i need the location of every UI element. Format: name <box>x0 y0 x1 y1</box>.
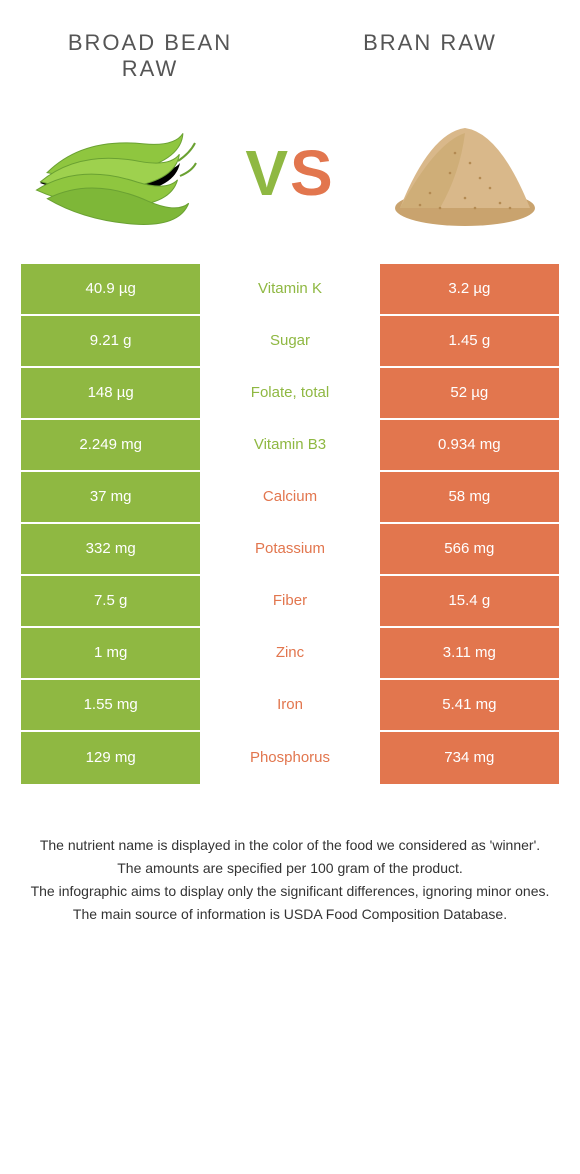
nutrient-table: 40.9 µgVitamin K3.2 µg9.21 gSugar1.45 g1… <box>20 263 560 785</box>
nutrient-label: Fiber <box>200 576 379 626</box>
bran-icon <box>380 113 550 233</box>
left-value: 332 mg <box>21 524 200 574</box>
left-value: 1.55 mg <box>21 680 200 730</box>
right-value: 0.934 mg <box>380 420 559 470</box>
nutrient-label: Iron <box>200 680 379 730</box>
right-value: 3.11 mg <box>380 628 559 678</box>
nutrient-label: Folate, total <box>200 368 379 418</box>
left-value: 9.21 g <box>21 316 200 366</box>
right-value: 15.4 g <box>380 576 559 626</box>
table-row: 2.249 mgVitamin B30.934 mg <box>21 420 559 472</box>
left-value: 1 mg <box>21 628 200 678</box>
left-value: 37 mg <box>21 472 200 522</box>
right-food-title: BRAN RAW <box>340 30 520 83</box>
footer-line-1: The nutrient name is displayed in the co… <box>30 835 550 856</box>
right-value: 3.2 µg <box>380 264 559 314</box>
broad-bean-icon <box>30 113 200 233</box>
footer-notes: The nutrient name is displayed in the co… <box>0 785 580 925</box>
table-row: 148 µgFolate, total52 µg <box>21 368 559 420</box>
nutrient-label: Potassium <box>200 524 379 574</box>
header: BROAD BEAN RAW BRAN RAW <box>0 0 580 93</box>
table-row: 129 mgPhosphorus734 mg <box>21 732 559 784</box>
table-row: 332 mgPotassium566 mg <box>21 524 559 576</box>
footer-line-4: The main source of information is USDA F… <box>30 904 550 925</box>
nutrient-label: Phosphorus <box>200 732 379 784</box>
right-value: 734 mg <box>380 732 559 784</box>
right-value: 52 µg <box>380 368 559 418</box>
footer-line-2: The amounts are specified per 100 gram o… <box>30 858 550 879</box>
hero-row: VS <box>0 93 580 263</box>
right-value: 58 mg <box>380 472 559 522</box>
left-value: 7.5 g <box>21 576 200 626</box>
vs-label: VS <box>245 136 334 210</box>
nutrient-label: Vitamin B3 <box>200 420 379 470</box>
nutrient-label: Calcium <box>200 472 379 522</box>
left-value: 129 mg <box>21 732 200 784</box>
left-value: 40.9 µg <box>21 264 200 314</box>
vs-v: V <box>245 137 290 209</box>
table-row: 1.55 mgIron5.41 mg <box>21 680 559 732</box>
footer-line-3: The infographic aims to display only the… <box>30 881 550 902</box>
left-food-title: BROAD BEAN RAW <box>60 30 240 83</box>
nutrient-label: Vitamin K <box>200 264 379 314</box>
vs-s: S <box>290 137 335 209</box>
right-value: 1.45 g <box>380 316 559 366</box>
right-value: 566 mg <box>380 524 559 574</box>
table-row: 1 mgZinc3.11 mg <box>21 628 559 680</box>
nutrient-label: Sugar <box>200 316 379 366</box>
nutrient-label: Zinc <box>200 628 379 678</box>
table-row: 37 mgCalcium58 mg <box>21 472 559 524</box>
left-value: 148 µg <box>21 368 200 418</box>
table-row: 40.9 µgVitamin K3.2 µg <box>21 264 559 316</box>
table-row: 9.21 gSugar1.45 g <box>21 316 559 368</box>
table-row: 7.5 gFiber15.4 g <box>21 576 559 628</box>
left-value: 2.249 mg <box>21 420 200 470</box>
right-value: 5.41 mg <box>380 680 559 730</box>
